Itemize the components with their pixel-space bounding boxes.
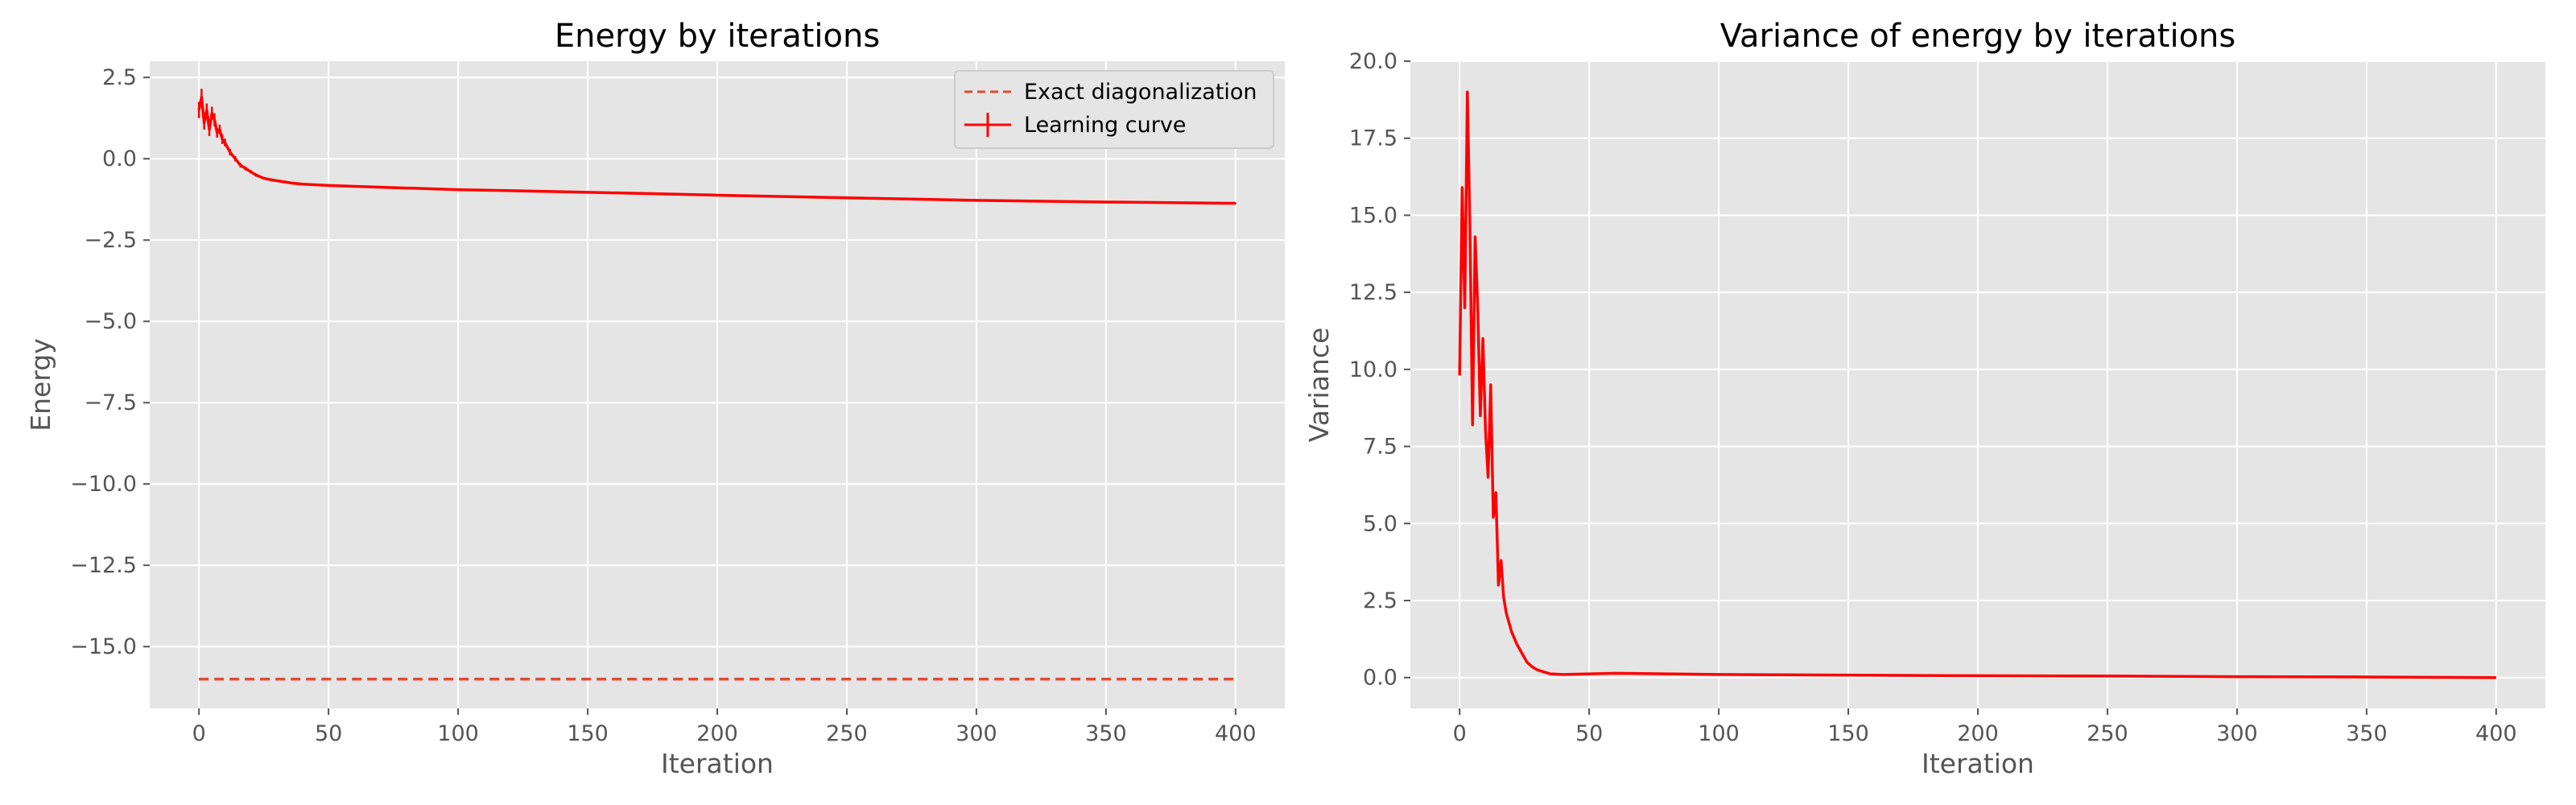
energy-x-tick-label: 50 — [315, 721, 342, 746]
variance-y-tick-label: 10.0 — [1349, 357, 1397, 382]
variance-y-tick-label: 17.5 — [1349, 126, 1397, 151]
variance-y-tick-label: 5.0 — [1363, 511, 1397, 536]
energy-tick-labels: 0 50 100 150 200 250 300 350 400 2.5 0.0 −2.5 −5.0 −7… — [70, 65, 1256, 746]
energy-legend: Exact diagonalization Learning curve — [954, 70, 1274, 149]
energy-y-tick-label: −7.5 — [84, 390, 137, 415]
variance-tick-labels: 0 50 100 150 200 250 300 350 400 0.0 2.5 5.0 7.5 10.0… — [1349, 49, 2517, 746]
variance-y-tick-label: 20.0 — [1349, 49, 1397, 74]
energy-series — [197, 89, 1237, 681]
variance-gridlines — [1410, 60, 2545, 708]
energy-x-tick-label: 100 — [437, 721, 479, 746]
variance-x-tick-label: 0 — [1453, 721, 1467, 746]
energy-y-tick-label: −10.0 — [70, 472, 137, 497]
variance-x-tick-label: 100 — [1698, 721, 1740, 746]
variance-y-tick-label: 2.5 — [1363, 588, 1397, 613]
variance-y-tick-label: 7.5 — [1363, 435, 1397, 460]
energy-x-tick-label: 150 — [567, 721, 609, 746]
variance-x-tick-label: 50 — [1575, 721, 1603, 746]
variance-chart: 0 50 100 150 200 250 300 350 400 0.0 2.5 5.0 7.5 10.0… — [1303, 18, 2545, 779]
energy-y-tick-label: −15.0 — [70, 634, 137, 659]
energy-chart-title: Energy by iterations — [555, 18, 880, 55]
legend-label-exact-diagonalization: Exact diagonalization — [1024, 80, 1257, 105]
legend-label-learning-curve: Learning curve — [1024, 113, 1186, 138]
variance-x-tick-label: 300 — [2216, 721, 2258, 746]
variance-line-series-0 — [1458, 90, 2496, 679]
legend-box — [954, 70, 1274, 149]
energy-x-tick-label: 350 — [1085, 721, 1127, 746]
variance-x-tick-label: 250 — [2087, 721, 2128, 746]
energy-x-tick-label: 200 — [696, 721, 738, 746]
energy-y-axis-label: Energy — [25, 338, 56, 431]
variance-y-tick-label: 15.0 — [1349, 203, 1397, 228]
energy-y-tick-label: −5.0 — [84, 309, 137, 334]
energy-x-tick-label: 400 — [1215, 721, 1257, 746]
variance-x-tick-label: 150 — [1827, 721, 1869, 746]
energy-chart: 0 50 100 150 200 250 300 350 400 2.5 0.0 −2.5 −5.0 −7… — [25, 18, 1285, 779]
energy-x-axis-label: Iteration — [661, 748, 774, 779]
variance-y-tick-label: 12.5 — [1349, 280, 1397, 305]
variance-x-axis-label: Iteration — [1922, 748, 2034, 779]
energy-x-tick-label: 250 — [826, 721, 868, 746]
variance-x-tick-label: 200 — [1957, 721, 1999, 746]
variance-x-tick-label: 400 — [2475, 721, 2517, 746]
energy-x-tick-label: 300 — [956, 721, 997, 746]
variance-x-tick-label: 350 — [2346, 721, 2388, 746]
energy-y-tick-label: 0.0 — [102, 147, 137, 171]
variance-y-axis-label: Variance — [1303, 328, 1335, 443]
variance-series — [1458, 90, 2496, 679]
variance-chart-title: Variance of energy by iterations — [1720, 18, 2235, 55]
energy-y-tick-label: −12.5 — [70, 553, 137, 578]
energy-x-tick-label: 0 — [192, 721, 206, 746]
energy-y-tick-label: −2.5 — [84, 228, 137, 253]
energy-y-tick-label: 2.5 — [102, 65, 137, 90]
variance-y-tick-label: 0.0 — [1363, 666, 1397, 691]
